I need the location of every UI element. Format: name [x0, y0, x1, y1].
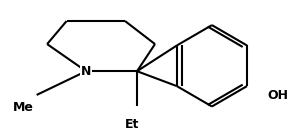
Text: Et: Et — [125, 118, 140, 131]
Text: OH: OH — [267, 89, 288, 102]
Text: Me: Me — [13, 101, 34, 114]
Text: N: N — [81, 65, 91, 78]
